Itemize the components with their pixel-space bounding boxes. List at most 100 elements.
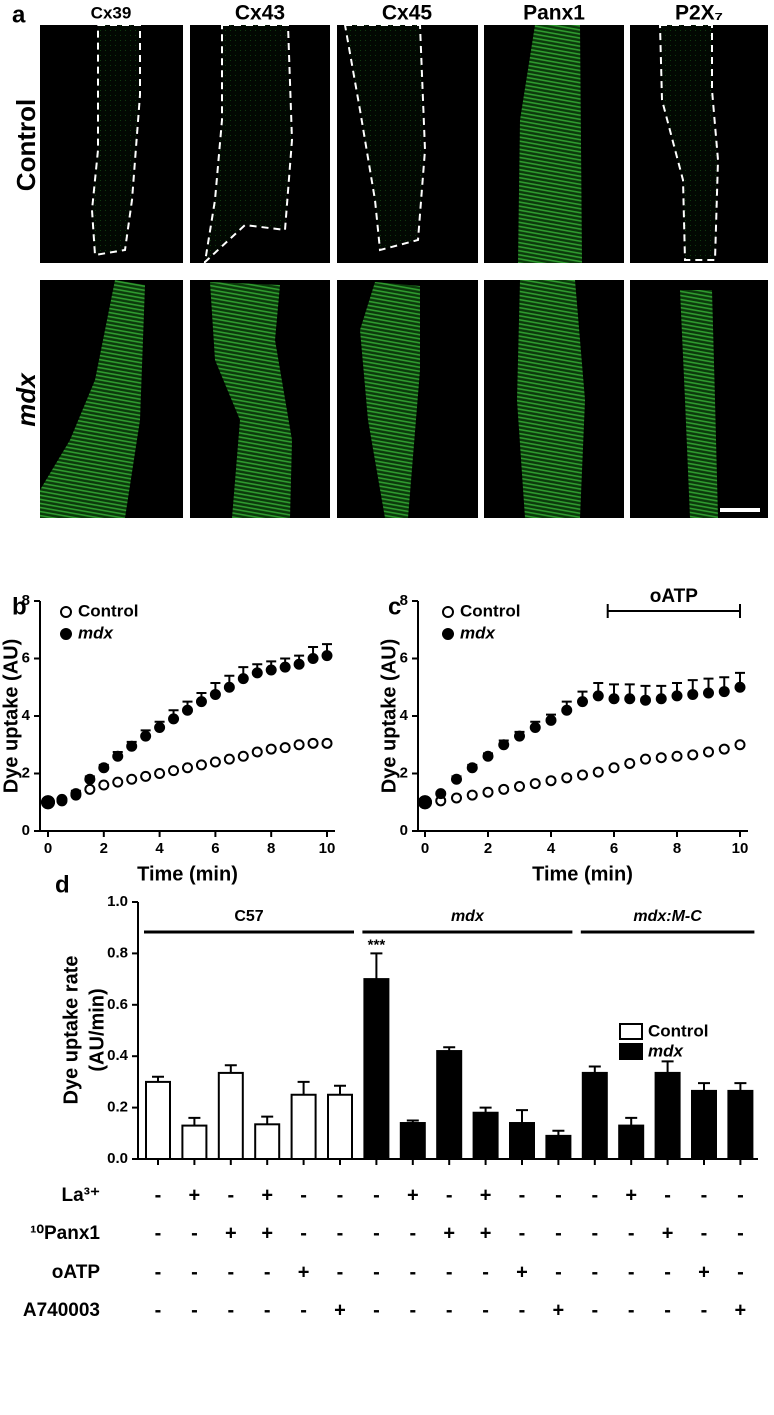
data-point (671, 750, 683, 762)
data-point (514, 780, 525, 792)
treatment-sign: + (735, 1299, 747, 1321)
data-point (466, 762, 478, 774)
data-point (577, 769, 588, 781)
panel-label: c (388, 593, 401, 620)
y-tick-label: 0 (400, 822, 408, 839)
treatment-sign: - (664, 1299, 671, 1321)
data-point (112, 750, 124, 762)
data-point (251, 746, 263, 758)
y-tick-label: 4 (400, 707, 409, 724)
error-bar (516, 1109, 528, 1124)
treatment-sign: - (373, 1299, 380, 1321)
treatment-sign: - (446, 1299, 453, 1321)
data-point (223, 753, 235, 765)
legend-marker (60, 606, 72, 618)
treatment-sign: + (261, 1184, 273, 1206)
data-point (592, 690, 604, 702)
treatment-sign: - (373, 1184, 380, 1206)
data-point (561, 704, 573, 716)
data-point (307, 653, 319, 664)
treatment-sign: - (701, 1299, 708, 1321)
y-tick-label: 4 (22, 707, 31, 724)
treatment-name: oATP (52, 1262, 101, 1283)
y-axis-label: Dye uptake rate (60, 956, 82, 1105)
y-tick-label: 6 (22, 649, 30, 666)
error-bar (261, 1115, 274, 1125)
bar (654, 1071, 681, 1161)
y-tick-label: 8 (400, 592, 408, 609)
error-bar (588, 1065, 601, 1073)
treatment-sign: - (264, 1261, 271, 1283)
panel-label: d (55, 871, 70, 898)
error-bar (625, 1116, 638, 1126)
treatment-sign: - (555, 1261, 562, 1283)
treatment-sign: + (480, 1222, 492, 1244)
treatment-sign: - (227, 1299, 234, 1321)
bar (436, 1050, 463, 1161)
error-bar (661, 1060, 674, 1073)
treatment-sign: - (227, 1261, 234, 1283)
treatment-sign: - (155, 1299, 162, 1321)
treatment-sign: - (373, 1222, 380, 1244)
legend-marker (60, 628, 72, 640)
treatment-sign: + (443, 1222, 455, 1244)
x-tick-label: 10 (319, 840, 336, 857)
data-point (182, 704, 193, 716)
column-header: Cx43 (235, 2, 285, 25)
x-tick-label: 4 (547, 840, 556, 857)
treatment-sign: + (516, 1261, 528, 1283)
y-axis-label: (AU/min) (86, 988, 108, 1071)
x-tick-label: 8 (673, 840, 681, 857)
data-point (195, 759, 207, 771)
treatment-sign: - (227, 1184, 234, 1206)
treatment-label: oATP (650, 586, 699, 607)
data-point (84, 773, 96, 785)
treatment-sign: - (409, 1261, 416, 1283)
legend-label: Control (648, 1021, 708, 1040)
legend-swatch (619, 1043, 643, 1060)
treatment-sign: - (591, 1222, 598, 1244)
x-tick-label: 6 (610, 840, 618, 857)
data-point (251, 667, 263, 679)
y-tick-label: 0.0 (107, 1150, 128, 1167)
x-axis-label: Time (min) (532, 863, 633, 885)
y-tick-label: 0.4 (107, 1047, 129, 1064)
data-point (451, 773, 462, 785)
bar (254, 1123, 281, 1161)
bar (181, 1124, 208, 1160)
legend-label: Control (460, 601, 520, 620)
data-point (56, 795, 68, 807)
data-point (624, 693, 636, 705)
x-axis-label: Time (min) (137, 863, 238, 885)
treatment-sign: - (300, 1184, 307, 1206)
data-point (237, 673, 249, 685)
error-bar (734, 1082, 747, 1091)
x-tick-label: 8 (267, 840, 275, 857)
y-tick-label: 0.6 (107, 996, 128, 1013)
data-point (279, 661, 291, 673)
y-tick-label: 6 (400, 649, 408, 666)
data-point (687, 749, 699, 761)
data-point (265, 743, 277, 755)
data-point (718, 743, 730, 755)
treatment-sign: - (264, 1299, 271, 1321)
data-point (640, 753, 651, 765)
data-point (435, 788, 447, 800)
bar (363, 978, 390, 1160)
bar (472, 1111, 499, 1160)
data-point (577, 696, 588, 708)
legend-label: Control (78, 601, 138, 620)
treatment-sign: - (155, 1222, 162, 1244)
data-point (321, 737, 333, 749)
data-point (608, 762, 620, 774)
significance: *** (368, 936, 386, 953)
treatment-sign: + (625, 1184, 637, 1206)
y-tick-label: 1.0 (107, 893, 128, 910)
x-tick-label: 2 (100, 840, 108, 857)
data-point (195, 696, 207, 708)
error-bar (698, 1082, 710, 1091)
bar (509, 1122, 535, 1161)
row-label: Control (11, 99, 41, 191)
x-tick-label: 6 (211, 840, 219, 857)
x-tick-label: 10 (732, 840, 749, 857)
